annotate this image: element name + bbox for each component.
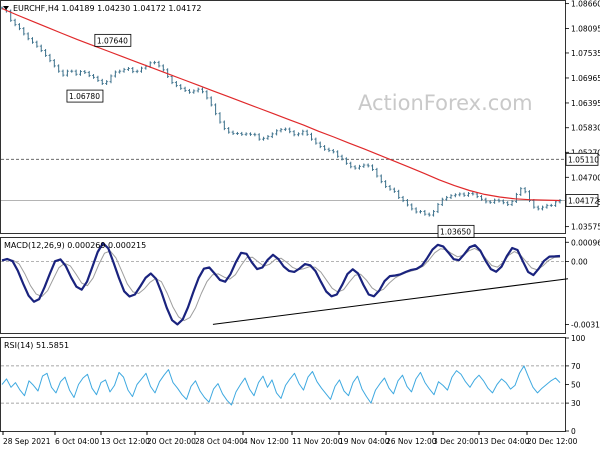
rsi-panel-header: RSI(14) 51.5851 bbox=[4, 341, 69, 350]
rsi-axis-tick-label: 0 bbox=[571, 427, 576, 436]
price-axis-tick-label: 1.05830 bbox=[571, 124, 600, 133]
level-label-box bbox=[565, 194, 599, 207]
x-tick-label: 20 Dec 12:00 bbox=[527, 437, 578, 446]
macd-panel: 0.000966 0.00 -0.003149 bbox=[1, 238, 600, 329]
annotation-label: 1.07640 bbox=[97, 36, 128, 45]
annotation-label: 1.03650 bbox=[440, 227, 471, 236]
x-tick-label: 28 Sep 2021 bbox=[3, 437, 51, 446]
price-axis-tick-label: 1.07535 bbox=[571, 49, 600, 58]
main-panel-header: EURCHF,H4 1.04189 1.04230 1.04172 1.0417… bbox=[13, 4, 201, 13]
level-label: 1.05110 bbox=[568, 155, 599, 164]
annotation-box bbox=[437, 224, 475, 238]
price-axis-tick-label: 1.06965 bbox=[571, 74, 600, 83]
price-axis-tick-label: 1.04700 bbox=[571, 173, 600, 182]
macd-axis-tick-label: -0.003149 bbox=[571, 320, 600, 329]
panel-frames bbox=[0, 0, 566, 432]
price-axis-tick-label: 1.08660 bbox=[571, 0, 600, 9]
rsi-panel: 100 70 50 30 0 bbox=[1, 334, 586, 436]
annotation-box bbox=[94, 33, 132, 47]
price-axis-tick-label: 1.03575 bbox=[571, 223, 600, 232]
macd-trendline bbox=[212, 278, 569, 325]
x-tick-label: 28 Oct 04:00 bbox=[195, 437, 244, 446]
rsi-panel-frame bbox=[0, 337, 566, 432]
x-tick-label: 20 Oct 20:00 bbox=[147, 437, 196, 446]
x-tick-label: 13 Dec 04:00 bbox=[479, 437, 530, 446]
x-tick-label: 19 Nov 04:00 bbox=[339, 437, 390, 446]
macd-axis-tick-label: 0.00 bbox=[571, 258, 588, 267]
price-axis-tick-label: 1.05270 bbox=[571, 148, 600, 157]
x-tick-label: 4 Nov 12:00 bbox=[243, 437, 289, 446]
rsi-axis-tick-label: 70 bbox=[571, 362, 581, 371]
rsi-axis-tick-label: 30 bbox=[571, 399, 581, 408]
watermark: ActionForex.com bbox=[358, 91, 533, 115]
x-tick-label: 6 Oct 04:00 bbox=[55, 437, 99, 446]
x-tick-label: 11 Nov 20:00 bbox=[292, 437, 343, 446]
price-axis-tick-label: 1.06395 bbox=[571, 99, 600, 108]
main-panel-frame bbox=[0, 0, 566, 234]
x-tick-label: 3 Dec 20:00 bbox=[433, 437, 479, 446]
rsi-axis-tick-label: 50 bbox=[571, 381, 581, 390]
main-panel: 1.08660 1.08095 1.07535 1.06965 1.06395 1.058… bbox=[0, 0, 600, 238]
macd-panel-frame bbox=[0, 237, 566, 334]
rsi-axis-tick-label: 100 bbox=[571, 334, 586, 343]
rsi-line bbox=[1, 365, 561, 406]
level-label-box bbox=[565, 152, 599, 166]
x-tick-label: 13 Oct 12:00 bbox=[101, 437, 150, 446]
annotation-box bbox=[66, 89, 104, 103]
collapse-arrow-icon[interactable] bbox=[3, 6, 9, 10]
price-axis-tick-label: 1.08095 bbox=[571, 24, 600, 33]
macd-axis-tick-label: 0.000966 bbox=[571, 238, 600, 247]
macd-line bbox=[1, 242, 561, 326]
x-tick-label: 26 Nov 12:00 bbox=[386, 437, 437, 446]
annotation-label: 1.06780 bbox=[69, 92, 100, 101]
macd-panel-header: MACD(12,26,9) 0.000269 0.000215 bbox=[4, 241, 146, 250]
level-label: 1.04172 bbox=[568, 196, 599, 205]
